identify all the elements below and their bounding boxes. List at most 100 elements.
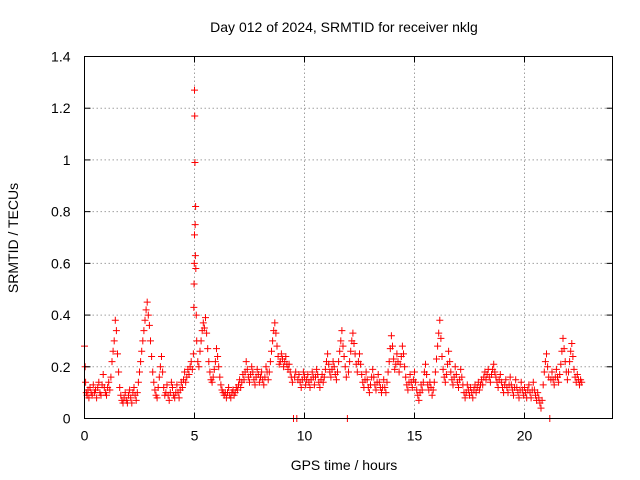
data-point bbox=[436, 316, 444, 324]
data-point bbox=[194, 358, 202, 366]
data-point bbox=[190, 259, 198, 267]
data-point bbox=[504, 389, 512, 397]
data-point bbox=[195, 363, 203, 371]
data-point bbox=[173, 381, 181, 389]
data-point bbox=[347, 347, 355, 355]
data-point bbox=[110, 337, 118, 345]
data-point bbox=[209, 373, 217, 381]
data-point bbox=[429, 386, 437, 394]
data-point bbox=[458, 373, 466, 381]
y-tick-label: 1 bbox=[63, 152, 71, 168]
data-point bbox=[115, 368, 123, 376]
data-point bbox=[273, 342, 281, 350]
data-point bbox=[237, 383, 245, 391]
data-point bbox=[108, 358, 116, 366]
data-point bbox=[358, 371, 366, 379]
data-point bbox=[111, 316, 119, 324]
data-point bbox=[383, 378, 391, 386]
data-point bbox=[139, 337, 147, 345]
data-point bbox=[327, 373, 335, 381]
data-point bbox=[191, 231, 198, 239]
data-point bbox=[402, 373, 410, 381]
data-point bbox=[334, 368, 341, 376]
data-point bbox=[109, 347, 117, 355]
data-point bbox=[188, 365, 196, 373]
data-point bbox=[191, 159, 199, 167]
data-point bbox=[196, 347, 204, 355]
data-point bbox=[540, 368, 548, 376]
data-point bbox=[143, 298, 151, 306]
data-point bbox=[342, 373, 350, 381]
data-point bbox=[560, 345, 568, 353]
data-point bbox=[510, 391, 517, 399]
data-point bbox=[442, 371, 450, 379]
y-axis-title: SRMTID / TECUs bbox=[5, 183, 21, 293]
data-point bbox=[335, 358, 343, 366]
data-point bbox=[192, 311, 200, 319]
data-point bbox=[178, 383, 186, 391]
y-tick-label: 1.2 bbox=[51, 100, 71, 116]
data-point bbox=[153, 394, 161, 402]
data-point bbox=[265, 368, 273, 376]
data-point bbox=[502, 376, 510, 384]
data-point bbox=[332, 376, 340, 384]
data-point bbox=[461, 394, 469, 402]
data-point bbox=[469, 394, 477, 402]
data-point bbox=[242, 358, 250, 366]
data-point bbox=[306, 383, 314, 391]
y-tick-label: 0.8 bbox=[51, 204, 71, 220]
data-point bbox=[385, 358, 393, 366]
data-point bbox=[393, 350, 401, 358]
data-point bbox=[217, 381, 225, 389]
data-point bbox=[114, 350, 121, 358]
data-point bbox=[538, 396, 546, 404]
data-point bbox=[324, 350, 332, 358]
x-axis-title: GPS time / hours bbox=[291, 457, 398, 473]
data-point bbox=[452, 371, 460, 379]
data-point bbox=[382, 389, 390, 397]
data-point bbox=[555, 378, 563, 386]
data-point bbox=[570, 365, 578, 373]
data-point bbox=[271, 319, 279, 327]
data-point bbox=[353, 368, 361, 376]
data-point bbox=[404, 386, 412, 394]
data-point bbox=[419, 378, 427, 386]
data-point bbox=[325, 360, 333, 368]
data-point bbox=[308, 368, 316, 376]
data-point bbox=[128, 399, 136, 407]
data-point bbox=[541, 358, 549, 366]
data-point bbox=[437, 334, 445, 342]
data-point bbox=[268, 347, 275, 355]
data-point bbox=[133, 389, 141, 397]
data-point bbox=[455, 383, 462, 391]
data-point bbox=[337, 337, 345, 345]
data-point bbox=[148, 352, 156, 360]
data-point bbox=[349, 329, 357, 337]
data-point bbox=[216, 373, 224, 381]
x-tick-label: 15 bbox=[407, 428, 423, 444]
data-point bbox=[147, 337, 154, 345]
data-point bbox=[362, 368, 370, 376]
data-point bbox=[105, 378, 113, 386]
data-point bbox=[374, 371, 382, 379]
data-point bbox=[138, 347, 146, 355]
data-point bbox=[192, 202, 200, 210]
data-point bbox=[191, 86, 198, 94]
data-point bbox=[412, 378, 420, 386]
data-point bbox=[338, 327, 346, 335]
data-point bbox=[428, 391, 436, 399]
data-point bbox=[189, 350, 197, 358]
data-point bbox=[534, 389, 542, 397]
data-point bbox=[390, 355, 398, 363]
data-point bbox=[446, 358, 454, 366]
y-tick-label: 0 bbox=[63, 411, 71, 427]
data-point bbox=[191, 112, 199, 120]
data-point bbox=[248, 363, 256, 371]
data-point bbox=[527, 394, 535, 402]
data-point bbox=[406, 371, 414, 379]
data-point bbox=[249, 368, 257, 376]
data-point bbox=[299, 368, 307, 376]
x-tick-label: 0 bbox=[81, 428, 89, 444]
data-point bbox=[144, 311, 152, 319]
